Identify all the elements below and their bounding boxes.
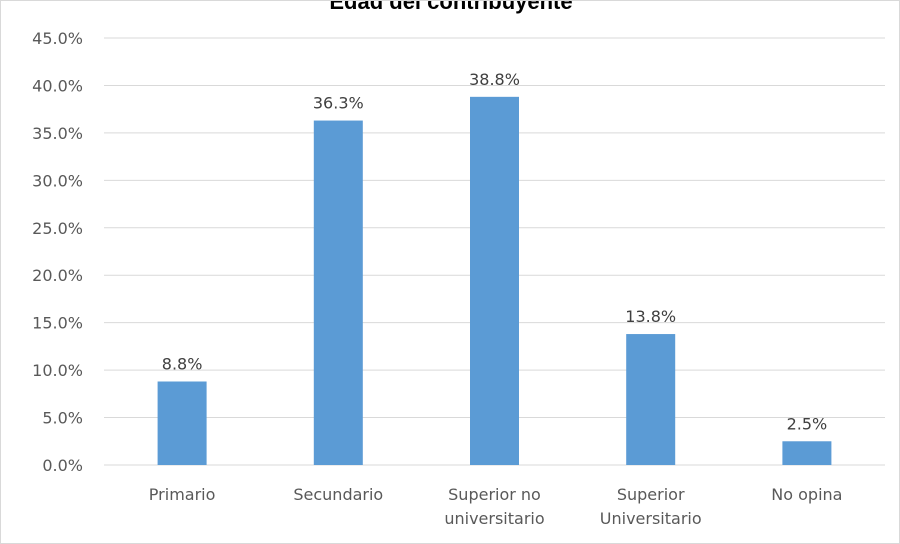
x-category-label: Primario <box>149 485 216 504</box>
x-category-label: Superior no <box>448 485 541 504</box>
x-category-label: universitario <box>444 509 544 528</box>
bar <box>157 381 207 465</box>
chart-title: Edad del contribuyente <box>329 0 573 14</box>
y-tick-label: 5.0% <box>42 409 83 428</box>
data-label: 36.3% <box>313 94 364 113</box>
x-category-label: Superior <box>617 485 685 504</box>
data-label: 2.5% <box>787 414 828 433</box>
y-tick-label: 25.0% <box>32 219 83 238</box>
y-tick-label: 35.0% <box>32 124 83 143</box>
y-tick-label: 40.0% <box>32 76 83 95</box>
y-tick-label: 10.0% <box>32 361 83 380</box>
y-tick-label: 20.0% <box>32 266 83 285</box>
bar <box>470 96 519 465</box>
bar <box>313 120 363 465</box>
data-label: 38.8% <box>469 70 520 89</box>
data-label: 13.8% <box>625 307 676 326</box>
y-tick-label: 45.0% <box>32 29 83 48</box>
bar <box>782 441 832 465</box>
y-tick-label: 15.0% <box>32 314 83 333</box>
x-category-label: Secundario <box>293 485 383 504</box>
x-category-label: No opina <box>771 485 842 504</box>
data-label: 8.8% <box>162 354 203 373</box>
y-tick-label: 0.0% <box>42 456 83 475</box>
bar <box>626 334 676 465</box>
x-category-label: Universitario <box>600 509 702 528</box>
y-tick-label: 30.0% <box>32 171 83 190</box>
